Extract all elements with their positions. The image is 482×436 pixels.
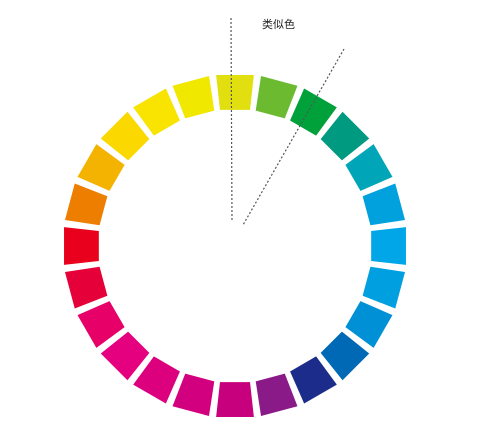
color-segment (100, 331, 150, 381)
color-segment (362, 183, 406, 226)
color-segment (320, 111, 370, 161)
color-segment (255, 373, 298, 417)
color-segment (64, 183, 108, 226)
color-segment (64, 227, 99, 265)
color-segment (133, 356, 180, 404)
color-segment (345, 144, 393, 191)
color-segment (216, 382, 254, 417)
color-segment (77, 144, 125, 191)
color-segment (362, 266, 406, 309)
color-segment (133, 88, 180, 136)
analogous-colors-label: 类似色 (262, 18, 295, 31)
color-segment (172, 373, 215, 417)
color-segment (320, 331, 370, 381)
color-segment (290, 356, 337, 404)
color-segment (255, 75, 298, 119)
color-segment (64, 266, 108, 309)
color-segment (77, 301, 125, 348)
color-segment (172, 75, 215, 119)
color-segment (290, 88, 337, 136)
color-segment (216, 75, 254, 110)
color-wheel-ring (64, 75, 406, 417)
color-segment (100, 111, 150, 161)
diagonal-guide-line (242, 48, 345, 226)
vertical-guide-line (230, 17, 233, 223)
color-segment (371, 227, 406, 265)
color-segment (345, 301, 393, 348)
